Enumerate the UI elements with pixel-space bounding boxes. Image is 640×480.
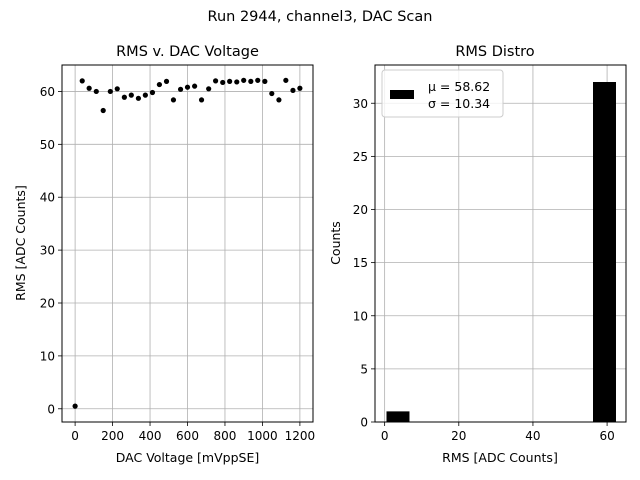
y-tick-label: 40 bbox=[40, 191, 55, 205]
x-tick-label: 1200 bbox=[285, 429, 316, 443]
y-tick-label: 30 bbox=[353, 97, 368, 111]
scatter-point bbox=[227, 78, 233, 84]
scatter-plot-rms-vs-dac: RMS v. DAC Voltage 0 200 400 600 800 1000 1200… bbox=[13, 44, 315, 465]
x-tick-label: 0 bbox=[381, 429, 389, 443]
scatter-point bbox=[142, 92, 148, 98]
figure-suptitle: Run 2944, channel3, DAC Scan bbox=[208, 9, 433, 25]
x-tick-label: 40 bbox=[525, 429, 540, 443]
y-tick-label: 20 bbox=[40, 297, 55, 311]
y-tick-label: 50 bbox=[40, 138, 55, 152]
histogram-title: RMS Distro bbox=[455, 44, 534, 60]
scatter-point bbox=[170, 97, 177, 103]
scatter-point bbox=[212, 78, 219, 84]
y-tick-label: 10 bbox=[40, 349, 55, 363]
histogram-x-axis-label: RMS [ADC Counts] bbox=[442, 450, 558, 465]
y-tick-label: 15 bbox=[353, 256, 368, 270]
scatter-point bbox=[184, 84, 191, 90]
histogram-bar bbox=[386, 411, 410, 422]
scatter-x-axis-ticks: 0 200 400 600 800 1000 1200 bbox=[71, 422, 315, 443]
y-tick-label: 10 bbox=[353, 309, 368, 323]
scatter-point bbox=[234, 79, 240, 85]
scatter-x-axis-label: DAC Voltage [mVppSE] bbox=[116, 450, 259, 465]
scatter-point bbox=[241, 77, 247, 83]
scatter-point bbox=[192, 83, 198, 89]
histogram-frame bbox=[374, 64, 627, 423]
legend-box bbox=[381, 69, 504, 118]
histogram-legend: μ = 58.62 σ = 10.34 bbox=[381, 69, 504, 118]
scatter-point bbox=[220, 79, 226, 86]
legend-sigma-label: σ = 10.34 bbox=[428, 96, 490, 111]
scatter-plot-grid bbox=[62, 65, 313, 422]
scatter-point bbox=[79, 78, 85, 84]
y-tick-label: 0 bbox=[47, 402, 55, 416]
x-tick-label: 0 bbox=[71, 429, 79, 443]
x-tick-label: 400 bbox=[139, 429, 162, 443]
scatter-point bbox=[269, 90, 275, 97]
histogram-bars bbox=[386, 82, 616, 422]
histogram-x-axis-ticks: 0 20 40 60 bbox=[381, 422, 615, 443]
y-tick-label: 60 bbox=[40, 85, 55, 99]
y-tick-label: 5 bbox=[360, 362, 368, 376]
x-tick-label: 60 bbox=[599, 429, 614, 443]
scatter-point bbox=[72, 403, 78, 409]
y-tick-label: 0 bbox=[360, 416, 368, 430]
scatter-point bbox=[255, 77, 261, 83]
x-tick-label: 1000 bbox=[247, 429, 278, 443]
scatter-y-axis-label: RMS [ADC Counts] bbox=[13, 185, 28, 301]
y-tick-label: 30 bbox=[40, 244, 55, 258]
legend-mu-label: μ = 58.62 bbox=[428, 79, 490, 94]
scatter-point bbox=[290, 87, 296, 93]
histogram-grid bbox=[375, 65, 626, 423]
scatter-point bbox=[121, 94, 127, 100]
histogram-rms-distro: RMS Distro 0 20 40 60 0 5 10 15 20 25 30 RMS [ADC… bbox=[328, 44, 627, 465]
scatter-point bbox=[248, 78, 254, 84]
scatter-point bbox=[163, 78, 170, 84]
histogram-y-axis-ticks: 0 5 10 15 20 25 30 bbox=[353, 97, 375, 430]
x-tick-label: 800 bbox=[214, 429, 237, 443]
scatter-point bbox=[128, 92, 134, 98]
histogram-y-axis-label: Counts bbox=[328, 221, 343, 265]
scatter-point bbox=[149, 89, 156, 96]
x-tick-label: 600 bbox=[176, 429, 199, 443]
scatter-point bbox=[297, 85, 303, 91]
scatter-point bbox=[283, 77, 289, 83]
histogram-bar bbox=[593, 82, 616, 422]
scatter-point bbox=[93, 88, 99, 95]
scatter-point bbox=[156, 81, 163, 88]
scatter-point bbox=[177, 86, 184, 92]
x-tick-label: 200 bbox=[101, 429, 124, 443]
scatter-plot-frame bbox=[61, 64, 314, 423]
scatter-point bbox=[107, 88, 113, 95]
y-tick-label: 25 bbox=[353, 150, 368, 164]
scatter-point bbox=[100, 107, 106, 114]
scatter-y-axis-ticks: 0 10 20 30 40 50 60 bbox=[40, 85, 62, 416]
scatter-point bbox=[262, 78, 268, 84]
y-tick-label: 20 bbox=[353, 203, 368, 217]
scatter-plot-title: RMS v. DAC Voltage bbox=[116, 44, 259, 60]
scatter-point bbox=[276, 97, 282, 103]
scatter-point bbox=[114, 86, 120, 92]
scatter-series-rms bbox=[72, 77, 303, 409]
scatter-point bbox=[206, 86, 212, 92]
legend-swatch bbox=[390, 90, 414, 99]
scatter-point bbox=[198, 97, 205, 103]
x-tick-label: 20 bbox=[451, 429, 466, 443]
scatter-point bbox=[135, 95, 142, 101]
scatter-point bbox=[86, 85, 92, 91]
